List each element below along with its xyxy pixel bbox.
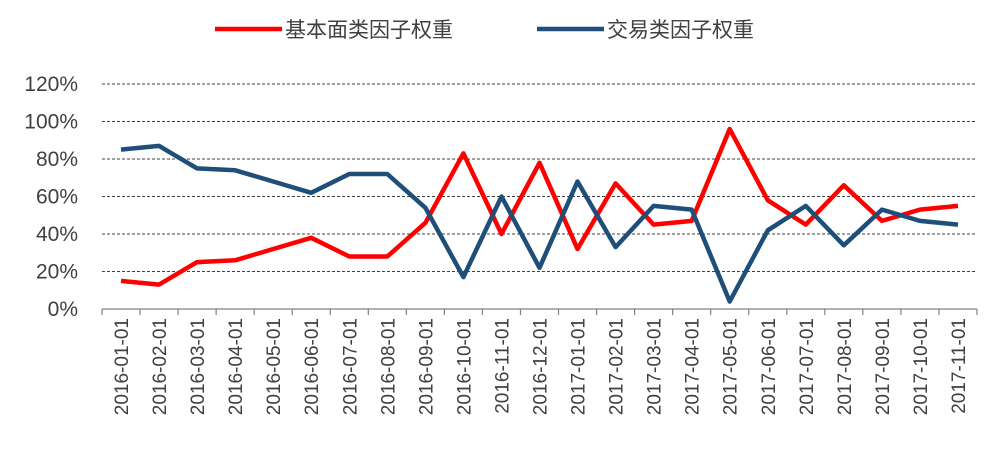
y-tick-label: 0% (48, 298, 78, 321)
x-tick-label: 2016-08-01 (378, 318, 399, 415)
series-lines (120, 126, 959, 304)
x-tick-label: 2017-11-01 (949, 318, 970, 414)
x-tick-label: 2017-04-01 (683, 318, 704, 415)
legend-label-1: 交易类因子权重 (607, 18, 754, 42)
x-tick-label: 2016-11-01 (492, 318, 513, 414)
y-tick-label: 20% (36, 261, 78, 284)
x-tick-label: 2017-03-01 (645, 318, 666, 415)
x-tick-label: 2017-07-01 (797, 318, 818, 415)
y-tick-labels: 0% 20% 40% 60% 80% 100% 120% (24, 73, 78, 321)
x-tick-label: 2016-03-01 (188, 318, 209, 415)
x-tick-label: 2016-04-01 (226, 318, 247, 415)
legend: 基本面类因子权重 交易类因子权重 (215, 18, 754, 42)
x-tick-label: 2017-09-01 (873, 318, 894, 415)
y-tick-label: 40% (36, 223, 78, 246)
x-tick-label: 2016-10-01 (454, 318, 475, 415)
x-tick-label: 2016-07-01 (340, 318, 361, 415)
series-line-0 (120, 126, 959, 287)
x-tick-label: 2017-08-01 (835, 318, 856, 415)
x-tick-label: 2017-01-01 (569, 318, 590, 415)
x-tick-label: 2016-09-01 (416, 318, 437, 415)
y-tick-label: 80% (36, 148, 78, 171)
x-tick-label: 2017-10-01 (911, 318, 932, 415)
x-tick-label: 2016-12-01 (531, 318, 552, 415)
x-tick-label: 2017-05-01 (721, 318, 742, 415)
y-tick-label: 60% (36, 186, 78, 209)
x-tick-labels: 2016-01-01 2016-02-01 2016-03-01 2016-04-01… (112, 318, 970, 415)
x-tick-label: 2016-02-01 (150, 318, 171, 415)
legend-label-0: 基本面类因子权重 (285, 18, 453, 42)
x-tick-label: 2016-01-01 (112, 318, 133, 415)
x-tick-label: 2017-06-01 (759, 318, 780, 415)
x-tick-label: 2017-02-01 (607, 318, 628, 415)
y-tick-label: 100% (24, 111, 78, 134)
x-tick-label: 2016-06-01 (302, 318, 323, 415)
grid-lines (102, 83, 977, 272)
series-line-1 (120, 143, 959, 304)
axes (101, 308, 978, 315)
x-tick-label: 2016-05-01 (264, 318, 285, 415)
y-tick-label: 120% (24, 73, 78, 96)
